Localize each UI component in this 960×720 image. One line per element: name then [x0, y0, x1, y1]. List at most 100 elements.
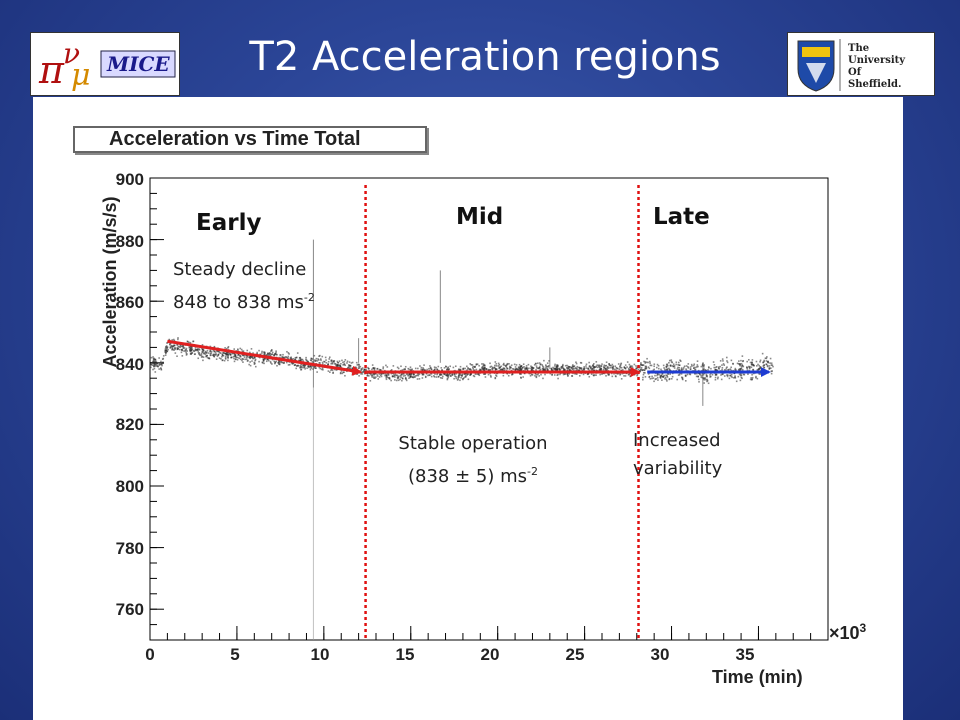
data-point: [310, 357, 313, 360]
data-point: [770, 364, 773, 366]
data-point: [766, 365, 769, 368]
data-point: [153, 358, 155, 361]
data-point: [263, 362, 265, 365]
data-point: [530, 373, 533, 376]
data-point: [687, 363, 690, 365]
data-point: [509, 365, 511, 368]
data-point: [446, 374, 448, 376]
data-point: [447, 376, 450, 379]
data-point: [665, 363, 668, 366]
data-point: [620, 362, 623, 365]
data-point: [739, 368, 741, 370]
data-point: [750, 366, 753, 369]
data-point: [739, 364, 741, 367]
data-point: [204, 353, 207, 355]
data-point: [410, 375, 413, 378]
data-point: [596, 366, 599, 369]
data-point: [560, 367, 563, 370]
data-point: [162, 362, 165, 365]
data-point: [543, 359, 545, 362]
data-point: [294, 358, 296, 361]
data-point: [400, 365, 402, 368]
data-point: [768, 367, 771, 370]
data-point: [662, 364, 665, 367]
data-point: [451, 373, 453, 376]
data-point: [188, 347, 191, 349]
data-point: [602, 368, 605, 371]
data-point: [518, 367, 521, 370]
annotation-mid: Stable operation (838 ± 5) ms-2: [383, 430, 563, 491]
data-point: [299, 357, 302, 360]
annotation-mid-line1: Stable operation: [398, 433, 548, 454]
data-point: [503, 367, 505, 370]
data-point: [697, 375, 699, 378]
y-tick-label: 780: [115, 539, 144, 558]
data-point: [150, 366, 152, 369]
data-point: [593, 374, 596, 376]
data-point: [331, 361, 334, 364]
data-point: [230, 356, 233, 359]
data-point: [535, 376, 538, 379]
data-point: [619, 365, 621, 368]
data-point: [258, 349, 260, 352]
data-point: [624, 367, 627, 369]
data-point: [295, 356, 298, 359]
data-point: [749, 378, 752, 381]
data-point: [734, 369, 736, 371]
data-point: [703, 382, 705, 384]
data-point: [454, 375, 456, 377]
data-point: [557, 367, 559, 370]
data-point: [150, 364, 153, 366]
data-point: [614, 375, 617, 377]
data-point: [318, 355, 320, 357]
data-point: [579, 361, 582, 364]
data-point: [347, 367, 349, 370]
data-point: [618, 368, 621, 371]
data-point: [568, 368, 571, 371]
data-point: [649, 364, 652, 367]
x-tick-label: 25: [565, 645, 585, 664]
data-point: [333, 359, 336, 362]
data-point: [701, 374, 703, 377]
data-point: [202, 359, 204, 362]
data-point: [401, 379, 403, 382]
data-point: [719, 360, 722, 362]
data-point: [495, 365, 498, 367]
data-point: [606, 368, 609, 371]
data-point: [418, 378, 421, 380]
data-point: [716, 369, 719, 372]
data-point: [265, 360, 268, 363]
data-point: [571, 368, 574, 371]
data-point: [292, 362, 295, 365]
data-point: [162, 355, 165, 357]
data-point: [591, 367, 593, 370]
data-point: [186, 353, 188, 355]
data-point: [304, 364, 307, 366]
data-point: [160, 360, 162, 363]
data-point: [588, 375, 591, 378]
data-point: [440, 374, 443, 376]
data-point: [705, 378, 707, 381]
data-point: [409, 375, 412, 378]
data-point: [366, 374, 369, 377]
data-point: [411, 368, 414, 371]
data-point: [358, 367, 360, 369]
data-point: [556, 364, 558, 366]
data-point: [714, 376, 717, 379]
data-point: [558, 368, 561, 370]
data-point: [268, 352, 271, 355]
data-point: [746, 366, 748, 368]
data-point: [520, 373, 522, 375]
data-point: [517, 367, 520, 369]
data-point: [758, 372, 760, 375]
data-point: [711, 373, 714, 376]
data-point: [153, 361, 155, 363]
data-point: [681, 369, 683, 371]
data-point: [684, 375, 687, 378]
data-point: [331, 369, 334, 372]
data-point: [669, 373, 671, 375]
data-point: [531, 368, 534, 371]
data-point: [728, 377, 731, 380]
data-point: [707, 382, 710, 385]
data-point: [517, 366, 520, 368]
